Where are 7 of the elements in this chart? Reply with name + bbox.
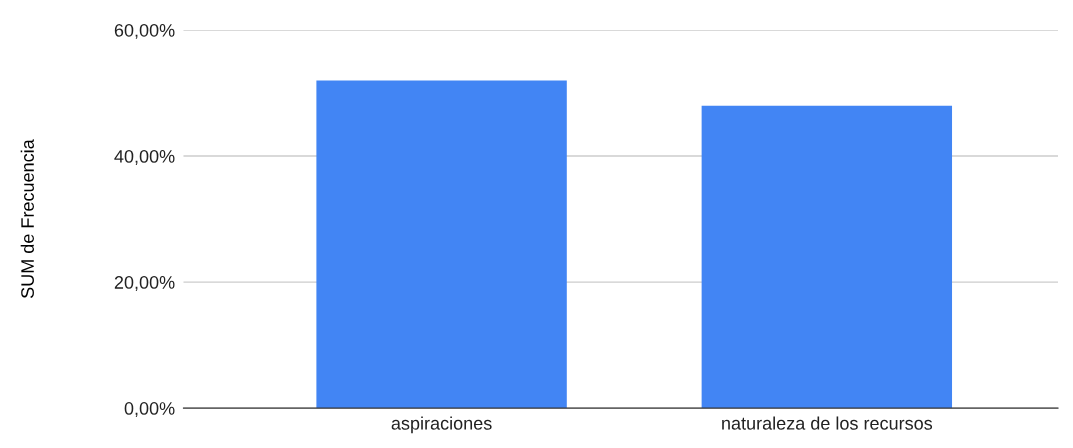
y-axis-title: SUM de Frecuencia (20, 139, 34, 299)
x-tick-label: aspiraciones (391, 416, 492, 434)
y-tick-label: 60,00% (114, 23, 175, 39)
y-tick-label: 20,00% (114, 276, 175, 291)
x-tick-label: naturaleza de los recursos (722, 416, 933, 430)
y-tick-label: 40,00% (114, 149, 175, 165)
y-tick-label: 0,00% (124, 402, 175, 417)
